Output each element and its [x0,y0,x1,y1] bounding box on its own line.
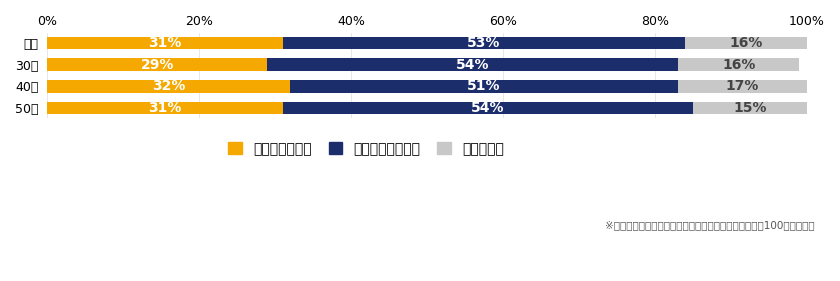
Bar [282,102,693,114]
Text: 16%: 16% [730,36,763,50]
Bar [47,102,282,114]
Text: 51%: 51% [467,80,501,93]
Legend: 取り組んでいる, 取り組んでいない, わからない: 取り組んでいる, 取り組んでいない, わからない [228,142,504,156]
Text: 17%: 17% [726,80,759,93]
Text: 16%: 16% [722,58,755,72]
Text: 31%: 31% [148,36,181,50]
Text: 29%: 29% [140,58,174,72]
Text: 32%: 32% [152,80,185,93]
Text: ※小数点以下は四捨五入しているため、必ずしも合計が100にならない: ※小数点以下は四捨五入しているため、必ずしも合計が100にならない [605,220,815,230]
Bar [47,37,282,49]
Bar [290,80,678,93]
Bar [47,80,290,93]
Text: 15%: 15% [733,101,767,115]
Bar [678,80,807,93]
Text: 53%: 53% [467,36,501,50]
Bar [693,102,807,114]
Text: 54%: 54% [456,58,490,72]
Bar [47,58,267,71]
Bar [282,37,685,49]
Text: 54%: 54% [471,101,505,115]
Text: 31%: 31% [148,101,181,115]
Bar [685,37,807,49]
Bar [267,58,678,71]
Bar [678,58,800,71]
